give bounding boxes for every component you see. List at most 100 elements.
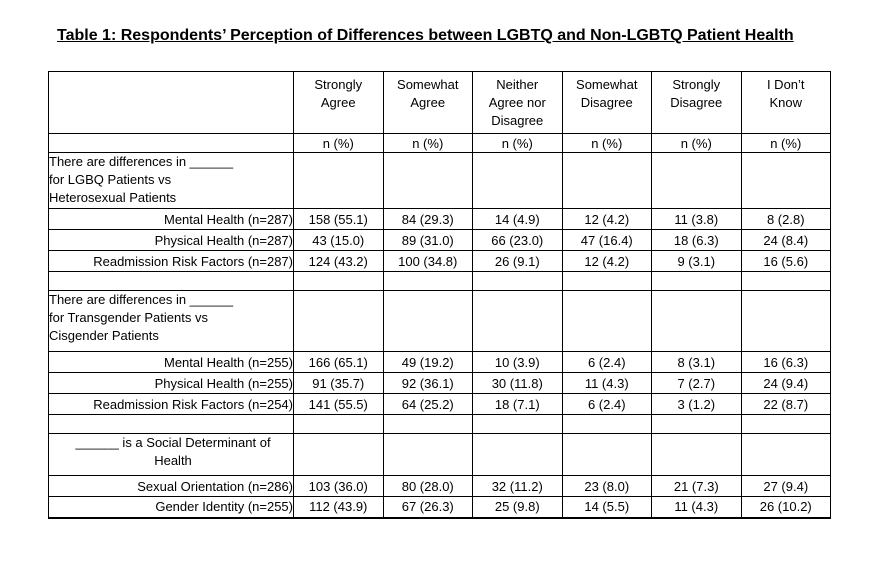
empty-cell <box>382 414 473 434</box>
unit-label-cell: n (%) <box>293 133 384 153</box>
empty-cell <box>651 433 742 476</box>
value-cell: 67 (26.3) <box>382 496 473 519</box>
section-stem-row-transgender: There are differences in ______ for Tran… <box>48 290 831 352</box>
empty-cell <box>740 271 831 291</box>
unit-label-cell: n (%) <box>472 133 563 153</box>
value-cell: 11 (4.3) <box>651 496 742 519</box>
unit-label-cell: n (%) <box>382 133 473 153</box>
empty-cell <box>472 433 563 476</box>
value-cell: 9 (3.1) <box>651 250 742 272</box>
empty-cell <box>472 271 563 291</box>
value-cell: 84 (29.3) <box>382 208 473 230</box>
section-stem-row-lgbq: There are differences in ______ for LGBQ… <box>48 152 831 209</box>
empty-cell <box>382 290 473 352</box>
value-cell: 64 (25.2) <box>382 393 473 415</box>
value-cell: 6 (2.4) <box>561 351 652 373</box>
empty-cell <box>293 414 384 434</box>
value-cell: 26 (10.2) <box>740 496 831 519</box>
value-cell: 8 (2.8) <box>740 208 831 230</box>
value-cell: 30 (11.8) <box>472 372 563 394</box>
value-cell: 25 (9.8) <box>472 496 563 519</box>
empty-cell <box>651 290 742 352</box>
value-cell: 158 (55.1) <box>293 208 384 230</box>
table-row-sexual-orientation: Sexual Orientation (n=286) 103 (36.0) 80… <box>48 475 831 497</box>
section-stem-row-sdoh: ______ is a Social Determinant of Health <box>48 433 831 476</box>
row-label-cell: Physical Health (n=287) <box>48 229 294 251</box>
section-stem-lgbq: There are differences in ______ for LGBQ… <box>48 152 294 209</box>
empty-cell <box>740 290 831 352</box>
value-cell: 27 (9.4) <box>740 475 831 497</box>
empty-cell <box>382 152 473 209</box>
table-row-readmission-trans: Readmission Risk Factors (n=254) 141 (55… <box>48 393 831 415</box>
row-label-cell: Mental Health (n=255) <box>48 351 294 373</box>
value-cell: 11 (4.3) <box>561 372 652 394</box>
value-cell: 80 (28.0) <box>382 475 473 497</box>
row-label-cell: Physical Health (n=255) <box>48 372 294 394</box>
row-label-cell: Sexual Orientation (n=286) <box>48 475 294 497</box>
value-cell: 124 (43.2) <box>293 250 384 272</box>
empty-cell <box>293 433 384 476</box>
unit-label-cell: n (%) <box>561 133 652 153</box>
value-cell: 8 (3.1) <box>651 351 742 373</box>
value-cell: 23 (8.0) <box>561 475 652 497</box>
column-header-somewhat-disagree: Somewhat Disagree <box>561 71 652 134</box>
empty-cell <box>651 271 742 291</box>
empty-cell <box>472 414 563 434</box>
row-label-cell: Readmission Risk Factors (n=287) <box>48 250 294 272</box>
empty-cell <box>740 152 831 209</box>
empty-cell <box>651 152 742 209</box>
table-row-mental-health-trans: Mental Health (n=255) 166 (65.1) 49 (19.… <box>48 351 831 373</box>
column-header-neither: Neither Agree nor Disagree <box>472 71 563 134</box>
value-cell: 91 (35.7) <box>293 372 384 394</box>
empty-cell <box>561 290 652 352</box>
value-cell: 26 (9.1) <box>472 250 563 272</box>
value-cell: 21 (7.3) <box>651 475 742 497</box>
empty-cell <box>561 414 652 434</box>
value-cell: 47 (16.4) <box>561 229 652 251</box>
column-header-strongly-agree: Strongly Agree <box>293 71 384 134</box>
value-cell: 22 (8.7) <box>740 393 831 415</box>
value-cell: 112 (43.9) <box>293 496 384 519</box>
column-header-dont-know: I Don’t Know <box>740 71 831 134</box>
subheader-stub-cell <box>48 133 294 153</box>
table-row-physical-health-trans: Physical Health (n=255) 91 (35.7) 92 (36… <box>48 372 831 394</box>
value-cell: 49 (19.2) <box>382 351 473 373</box>
empty-cell <box>472 290 563 352</box>
table-row-gender-identity: Gender Identity (n=255) 112 (43.9) 67 (2… <box>48 496 831 519</box>
row-label-cell: Gender Identity (n=255) <box>48 496 294 519</box>
value-cell: 18 (6.3) <box>651 229 742 251</box>
unit-label-cell: n (%) <box>740 133 831 153</box>
value-cell: 14 (5.5) <box>561 496 652 519</box>
section-stem-transgender: There are differences in ______ for Tran… <box>48 290 294 352</box>
empty-cell <box>651 414 742 434</box>
value-cell: 100 (34.8) <box>382 250 473 272</box>
table-row-readmission-lgbq: Readmission Risk Factors (n=287) 124 (43… <box>48 250 831 272</box>
empty-cell <box>382 433 473 476</box>
value-cell: 43 (15.0) <box>293 229 384 251</box>
table-row-mental-health-lgbq: Mental Health (n=287) 158 (55.1) 84 (29.… <box>48 208 831 230</box>
value-cell: 12 (4.2) <box>561 250 652 272</box>
value-cell: 3 (1.2) <box>651 393 742 415</box>
column-header-strongly-disagree: Strongly Disagree <box>651 71 742 134</box>
section-stem-sdoh: ______ is a Social Determinant of Health <box>48 433 294 476</box>
value-cell: 11 (3.8) <box>651 208 742 230</box>
subheader-row: n (%) n (%) n (%) n (%) n (%) n (%) <box>48 133 831 153</box>
table-row-physical-health-lgbq: Physical Health (n=287) 43 (15.0) 89 (31… <box>48 229 831 251</box>
value-cell: 89 (31.0) <box>382 229 473 251</box>
value-cell: 24 (9.4) <box>740 372 831 394</box>
value-cell: 6 (2.4) <box>561 393 652 415</box>
value-cell: 7 (2.7) <box>651 372 742 394</box>
empty-cell <box>740 433 831 476</box>
value-cell: 10 (3.9) <box>472 351 563 373</box>
value-cell: 92 (36.1) <box>382 372 473 394</box>
value-cell: 24 (8.4) <box>740 229 831 251</box>
value-cell: 18 (7.1) <box>472 393 563 415</box>
spacer-row <box>48 271 831 291</box>
empty-cell <box>293 290 384 352</box>
empty-cell <box>293 152 384 209</box>
value-cell: 14 (4.9) <box>472 208 563 230</box>
value-cell: 141 (55.5) <box>293 393 384 415</box>
row-label-cell: Readmission Risk Factors (n=254) <box>48 393 294 415</box>
empty-cell <box>293 271 384 291</box>
